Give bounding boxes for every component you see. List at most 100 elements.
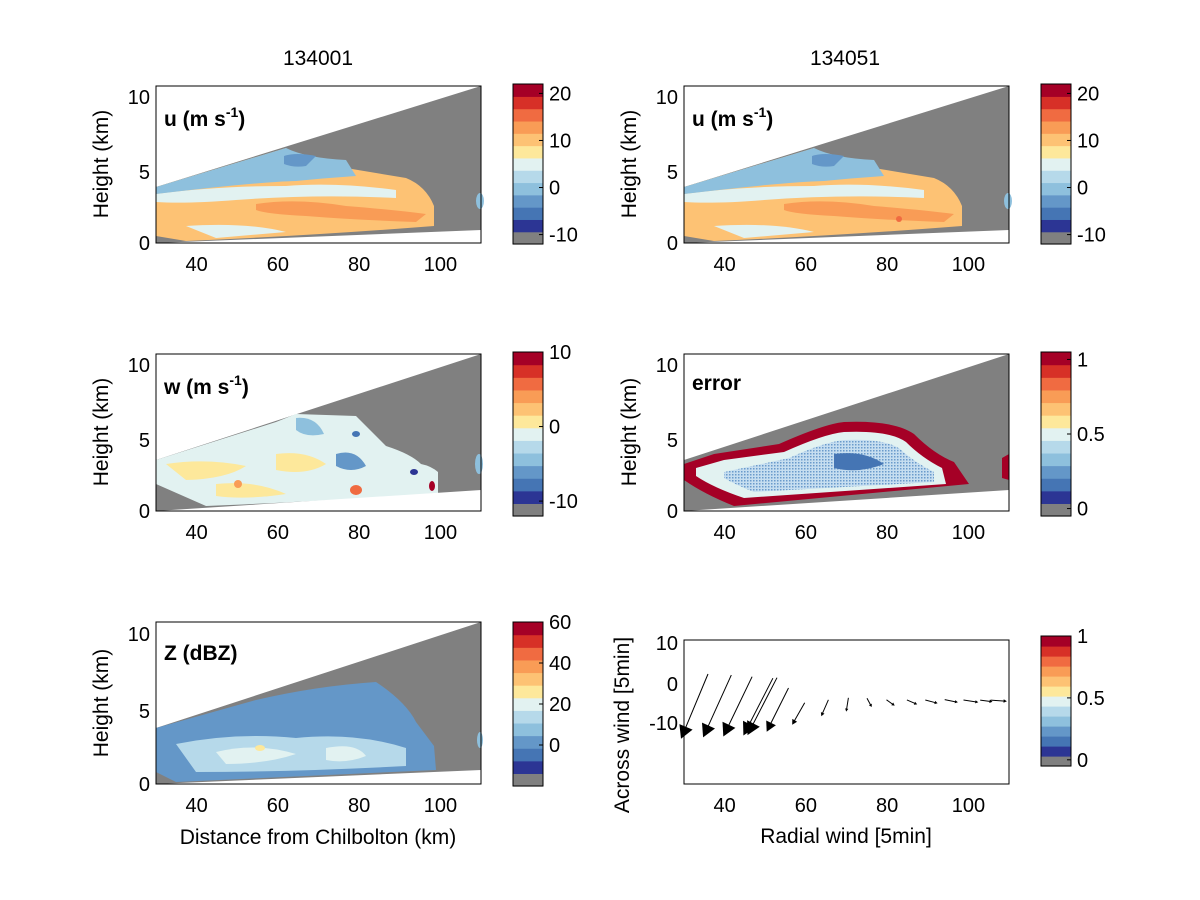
w-field-yellow-3 xyxy=(216,483,286,498)
beam-lower-mask xyxy=(684,490,1009,511)
x-tick-label: 80 xyxy=(876,254,898,276)
colorbar-w-left: -10 0 10 xyxy=(512,342,578,517)
z-field-pale xyxy=(216,747,296,764)
colorbar-frame xyxy=(512,83,544,245)
colorbar-tick-label: -10 xyxy=(549,225,578,247)
colorbar-segment xyxy=(1041,231,1071,245)
arrow-shaft xyxy=(906,699,916,705)
y-axis-label: Height (km) xyxy=(618,378,641,487)
panel-u-right: 40 60 80 100 0 5 10 Height (km) u (m s-1… xyxy=(618,85,1012,276)
y-axis-label: Height (km) xyxy=(90,649,113,758)
y-tick-label: 10 xyxy=(656,87,678,109)
colorbar-segment xyxy=(513,748,543,762)
wind-arrow xyxy=(906,699,918,705)
y-tick-label: 5 xyxy=(667,430,678,452)
axis-ticks: 40 60 80 100 0 5 10 xyxy=(656,87,985,276)
x-tick-label: 60 xyxy=(267,254,289,276)
arrow-head xyxy=(934,700,938,705)
y-tick-label: 5 xyxy=(139,701,150,723)
arrow-head xyxy=(792,718,798,725)
y-tick-label: 0 xyxy=(139,501,150,523)
colorbar-segment xyxy=(513,157,543,171)
error-field-edge xyxy=(1002,454,1009,480)
x-tick-label: 100 xyxy=(952,522,985,544)
colorbar-segment xyxy=(1041,716,1071,727)
colorbar-segment xyxy=(1041,207,1071,220)
y-axis-label: Across wind [5min] xyxy=(611,637,634,813)
x-tick-label: 80 xyxy=(876,522,898,544)
colorbar-tick-label: 60 xyxy=(549,612,571,634)
colorbar-tick-label: 10 xyxy=(549,130,571,152)
wind-arrow xyxy=(963,699,979,704)
panel-variable-label: u (m s-1) xyxy=(692,104,773,131)
colorbar-segment xyxy=(513,622,543,636)
axis-ticks: 40 60 80 100 0 5 10 xyxy=(128,87,457,276)
x-tick-label: 100 xyxy=(424,522,457,544)
colorbar-segment xyxy=(513,96,543,110)
colorbar-segment xyxy=(1041,465,1071,479)
colorbar-segment xyxy=(513,84,543,97)
arrow-head xyxy=(702,722,715,738)
y-tick-label: 10 xyxy=(656,355,678,377)
arrow-shaft xyxy=(793,702,806,723)
colorbar-tick-label: 10 xyxy=(549,342,571,364)
colorbar-segment xyxy=(1041,427,1071,441)
wind-arrow xyxy=(766,687,789,732)
colorbar-segment xyxy=(1041,170,1071,184)
colorbar-tick-label: -10 xyxy=(549,491,578,513)
colorbar-segment xyxy=(1041,736,1071,747)
colorbar-segment xyxy=(513,465,543,479)
w-field-yellow xyxy=(166,461,246,480)
quiver-arrows xyxy=(679,673,1007,739)
w-field-red-cell xyxy=(429,481,435,491)
y-tick-label: 5 xyxy=(139,162,150,184)
colorbar-segment xyxy=(513,133,543,147)
wind-arrow xyxy=(820,699,829,717)
colorbar-segment xyxy=(513,377,543,391)
field-shapes xyxy=(684,354,1009,511)
x-tick-label: 80 xyxy=(876,795,898,817)
arrow-shaft xyxy=(821,699,829,715)
colorbar-tick-label: 0 xyxy=(549,735,560,757)
colorbar-quiver-right: 00.51 xyxy=(1040,626,1105,772)
arrow-head xyxy=(845,708,849,712)
colorbar-segment xyxy=(1041,194,1071,208)
colorbar-segment xyxy=(513,108,543,122)
y-tick-label: 0 xyxy=(667,501,678,523)
colorbar-tick-label: 20 xyxy=(549,694,571,716)
panel-variable-label: error xyxy=(692,372,741,395)
colorbar-segment xyxy=(513,231,543,245)
colorbar-segment xyxy=(513,503,543,517)
wind-arrow xyxy=(845,697,849,712)
axes-frame xyxy=(683,353,1010,512)
colorbar-tick-label: 0 xyxy=(1077,178,1088,200)
colorbar-tick-label: 10 xyxy=(1077,130,1099,152)
axis-ticks: 40 60 80 100 0 5 10 xyxy=(656,355,985,544)
w-field-blue-2 xyxy=(336,452,366,470)
panel-z-left: 40 60 80 100 0 5 10 Height (km) Distance… xyxy=(90,621,483,849)
x-tick-label: 100 xyxy=(424,795,457,817)
y-axis-label: Height (km) xyxy=(90,378,113,487)
colorbar-segment xyxy=(1041,503,1071,517)
colorbar-segment xyxy=(1041,452,1071,467)
arrow-shaft xyxy=(768,687,789,727)
u-field-light xyxy=(684,184,924,203)
u-field-edge-cell xyxy=(1004,193,1012,209)
panel-variable-label: Z (dBZ) xyxy=(164,642,237,665)
wind-arrow xyxy=(722,676,753,737)
colorbar-segment xyxy=(1041,182,1071,196)
arrow-shaft xyxy=(726,676,753,730)
x-tick-label: 100 xyxy=(952,254,985,276)
colorbar-segment xyxy=(1041,756,1071,767)
y-tick-label: 5 xyxy=(667,162,678,184)
y-axis-label: Height (km) xyxy=(90,110,113,219)
colorbar-segment xyxy=(1041,490,1071,504)
colorbar-segment xyxy=(1041,145,1071,159)
colorbar-segment xyxy=(513,145,543,159)
arrow-head xyxy=(820,712,825,717)
x-tick-label: 80 xyxy=(348,522,370,544)
colorbar-tick-label: 40 xyxy=(549,653,571,675)
arrow-shaft xyxy=(944,699,957,703)
y-tick-label: 10 xyxy=(128,87,150,109)
